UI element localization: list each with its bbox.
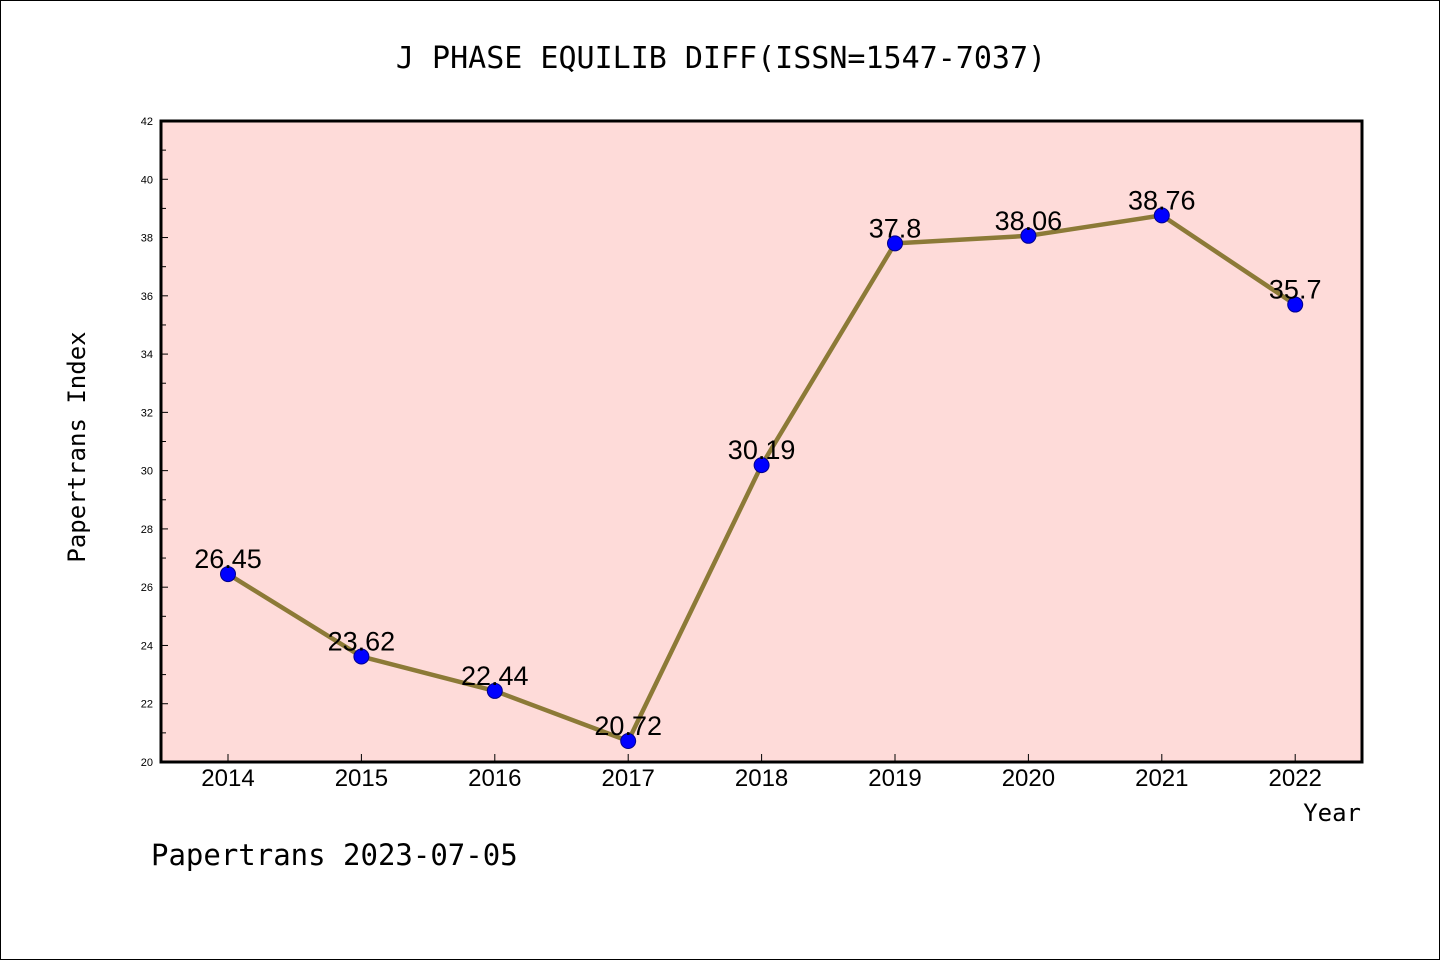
y-tick-label: 40 (141, 174, 153, 186)
data-point (486, 682, 503, 699)
x-axis-label: Year (1303, 799, 1361, 827)
y-tick-label: 32 (141, 407, 153, 419)
x-tick-label: 2016 (468, 765, 521, 792)
data-point (1287, 296, 1304, 313)
y-tick-label: 24 (141, 640, 153, 652)
data-labels-group: 26.45 23.62 22.44 20.72 30.19 37.8 38.06 38.76 3… (194, 185, 1321, 741)
data-point (887, 235, 903, 252)
y-tick-label: 30 (141, 466, 153, 478)
chart-title: J PHASE EQUILIB DIFF(ISSN=1547-7037) (396, 41, 1046, 76)
y-tick-label: 28 (141, 524, 153, 536)
x-tick-label: 2021 (1135, 765, 1188, 792)
data-point (620, 733, 637, 750)
data-label: 30.19 (728, 435, 796, 465)
y-tick-label: 42 (141, 116, 153, 128)
data-label: 22.44 (461, 661, 529, 691)
x-tick-label: 2018 (735, 765, 788, 792)
y-tick-label: 38 (141, 233, 153, 245)
y-axis: 20 22 24 26 28 30 32 34 36 38 40 42 (141, 116, 168, 769)
data-point (1020, 227, 1037, 244)
x-tick-label: 2017 (602, 765, 655, 792)
y-tick-label: 34 (141, 349, 153, 361)
data-label: 20.72 (594, 711, 662, 741)
x-tick-label: 2015 (335, 765, 388, 792)
plot-border (159, 119, 1364, 764)
x-axis: 2014 2015 2016 2017 2018 2019 2020 2021 2022 (201, 754, 1322, 792)
data-label: 38.76 (1128, 185, 1196, 215)
data-label: 35.7 (1269, 275, 1322, 305)
y-tick-label: 20 (141, 757, 153, 769)
data-label: 37.8 (869, 213, 922, 243)
footer-date: Papertrans 2023-07-05 (151, 838, 518, 872)
data-label: 38.06 (995, 206, 1063, 236)
y-tick-label: 26 (141, 582, 153, 594)
data-label: 26.45 (194, 544, 262, 574)
data-point (220, 566, 236, 583)
x-tick-label: 2014 (201, 765, 254, 792)
y-tick-label: 36 (141, 291, 153, 303)
data-label: 23.62 (328, 627, 396, 657)
data-point (1153, 207, 1170, 224)
x-tick-label: 2020 (1002, 765, 1055, 792)
data-point (753, 457, 770, 474)
x-tick-label: 2022 (1269, 765, 1322, 792)
y-axis-label: Papertrans Index (63, 331, 91, 562)
data-point (353, 648, 370, 665)
series-line-group (220, 207, 1304, 750)
x-tick-label: 2019 (868, 765, 921, 792)
y-tick-label: 22 (141, 699, 153, 711)
